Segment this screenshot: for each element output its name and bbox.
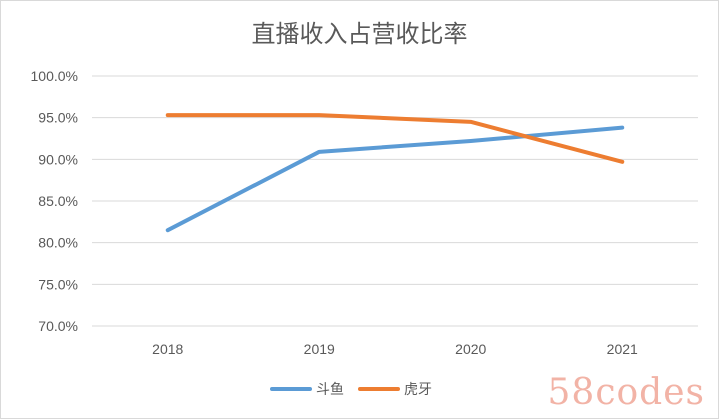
series-line-0	[165, 125, 625, 233]
y-tick-label: 95.0%	[38, 110, 78, 126]
chart-title: 直播收入占营收比率	[251, 20, 468, 48]
legend-label: 虎牙	[404, 382, 432, 398]
y-tick-label: 70.0%	[38, 318, 78, 334]
y-tick-label: 100.0%	[31, 68, 78, 84]
x-tick-label: 2018	[152, 341, 183, 357]
legend-label: 斗鱼	[316, 381, 344, 398]
x-tick-label: 2020	[455, 341, 486, 357]
y-tick-label: 85.0%	[38, 193, 78, 209]
x-tick-label: 2021	[607, 341, 638, 357]
series-line-1	[165, 113, 625, 164]
y-tick-label: 80.0%	[38, 235, 78, 251]
y-tick-label: 75.0%	[38, 276, 78, 292]
watermark: 58codes	[547, 372, 705, 413]
x-tick-label: 2019	[304, 341, 335, 357]
y-tick-label: 90.0%	[38, 151, 78, 167]
